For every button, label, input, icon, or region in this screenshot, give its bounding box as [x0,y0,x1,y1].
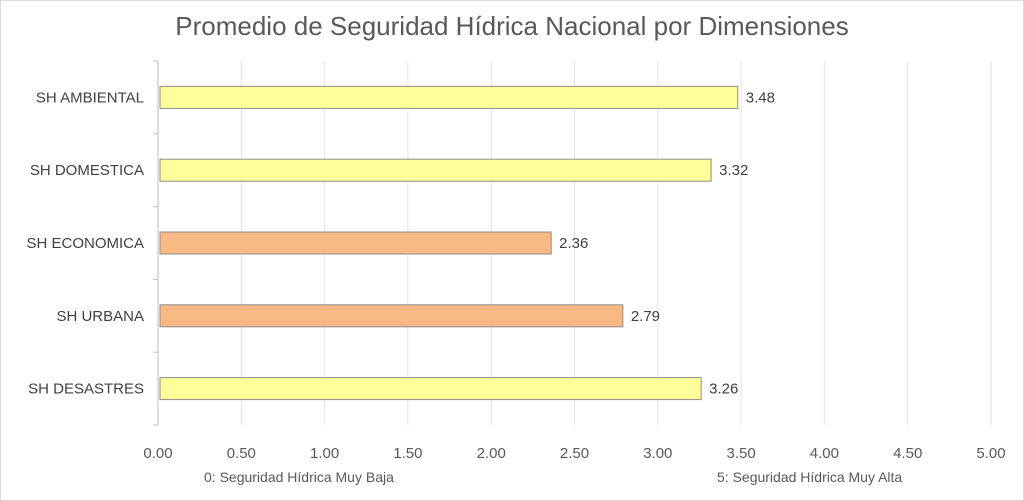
x-tick-label: 1.00 [310,445,339,462]
data-label: 3.26 [709,381,738,398]
scale-max-note: 5: Seguridad Hídrica Muy Alta [717,469,902,485]
x-tick-label: 2.50 [560,445,589,462]
bar [159,304,624,328]
category-label: SH DESASTRES [28,381,144,398]
category-label: SH AMBIENTAL [36,89,144,106]
axes [153,60,159,426]
x-tick-label: 1.50 [393,445,422,462]
data-label: 2.36 [559,235,588,252]
bar [159,158,712,182]
data-label: 2.79 [631,308,660,325]
bars [159,85,739,401]
x-tick-label: 4.00 [810,445,839,462]
x-tick-label: 3.00 [643,445,672,462]
category-label: SH URBANA [56,308,144,325]
x-tick-label: 4.50 [893,445,922,462]
bar [159,85,739,109]
bar [159,231,552,255]
x-tick-label: 0.50 [227,445,256,462]
x-tick-label: 5.00 [976,445,1005,462]
data-label: 3.32 [719,162,748,179]
x-tick-label: 0.00 [143,445,172,462]
category-label: SH ECONOMICA [26,235,144,252]
x-tick-label: 2.00 [477,445,506,462]
scale-min-note: 0: Seguridad Hídrica Muy Baja [204,469,394,485]
chart-title: Promedio de Seguridad Hídrica Nacional p… [175,11,848,41]
x-tick-label: 3.50 [726,445,755,462]
grid-lines [240,61,992,425]
category-label: SH DOMESTICA [30,162,144,179]
labels: 0.00 0.50 1.00 1.50 2.00 2.50 3.00 3.50 4.00 4.50… [26,89,1005,462]
data-label: 3.48 [746,89,775,106]
bar [159,377,702,401]
